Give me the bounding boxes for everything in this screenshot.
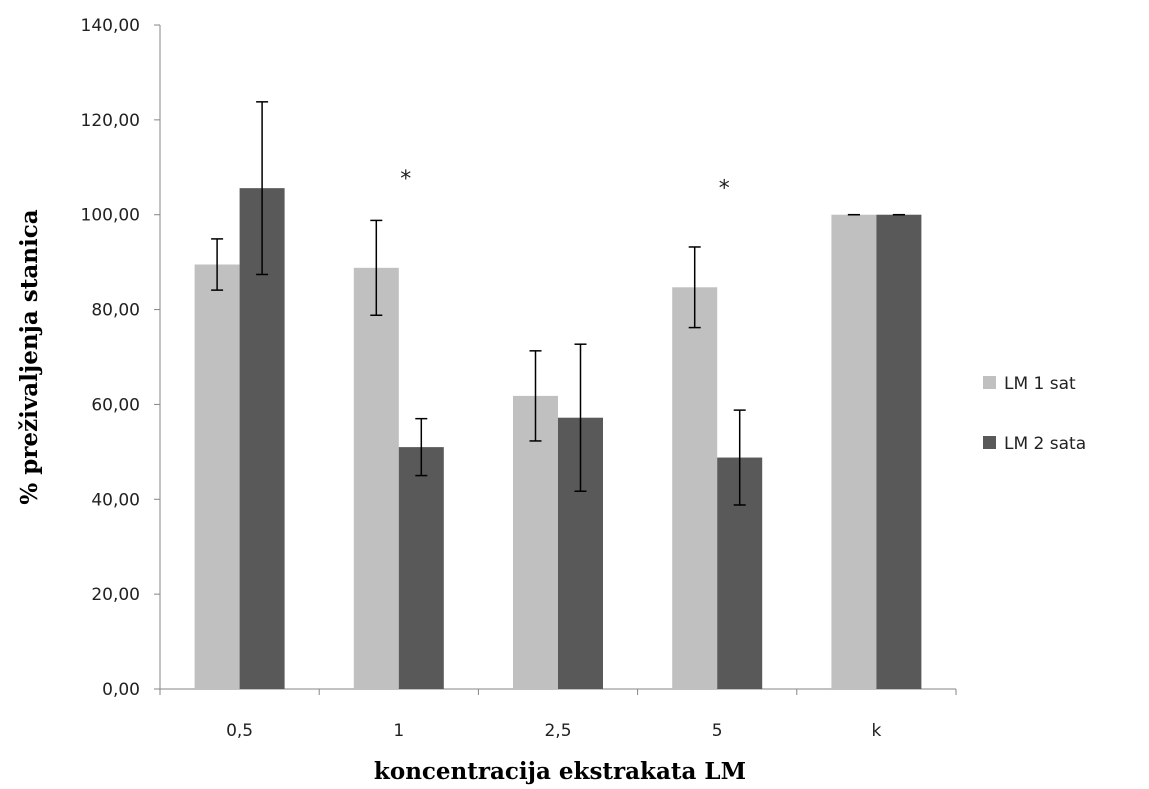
- y-axis: 0,00 20,00 40,00 60,00 80,00 100,00 120,00 140,…: [81, 16, 161, 700]
- y-tick-label: 80,00: [91, 301, 140, 321]
- bars: [194, 188, 922, 689]
- x-tick-label: 5: [712, 721, 723, 741]
- x-axis: 0,5 1 2,5 5 k: [159, 688, 957, 741]
- y-tick-label: 140,00: [81, 16, 140, 36]
- y-tick-label: 60,00: [91, 395, 140, 415]
- significance-marker: *: [719, 176, 730, 201]
- y-tick-label: 40,00: [91, 490, 140, 510]
- annotations: * *: [400, 167, 729, 201]
- legend-swatch: [983, 376, 996, 389]
- x-axis-title: koncentracija ekstrakata LM: [374, 758, 746, 785]
- significance-marker: *: [400, 167, 411, 192]
- bar: [831, 214, 877, 689]
- legend-swatch: [983, 436, 996, 449]
- bar: [672, 287, 718, 689]
- x-tick-label: k: [871, 721, 881, 741]
- bar: [194, 264, 240, 689]
- bar: [398, 447, 444, 689]
- bar: [513, 395, 558, 689]
- x-tick-label: 1: [393, 721, 404, 741]
- y-axis-title: % preživaljenja stanica: [16, 209, 43, 504]
- x-tick-label: 2,5: [544, 721, 571, 741]
- y-tick-label: 0,00: [102, 680, 140, 700]
- x-tick-label: 0,5: [226, 721, 253, 741]
- legend-label: LM 1 sat: [1004, 374, 1076, 394]
- error-bars: [211, 101, 905, 506]
- bar: [876, 214, 922, 689]
- legend: LM 1 sat LM 2 sata: [983, 374, 1086, 454]
- y-tick-label: 120,00: [81, 111, 140, 131]
- bar: [353, 267, 399, 689]
- y-tick-label: 100,00: [81, 206, 140, 226]
- y-tick-label: 20,00: [91, 585, 140, 605]
- legend-label: LM 2 sata: [1004, 434, 1086, 454]
